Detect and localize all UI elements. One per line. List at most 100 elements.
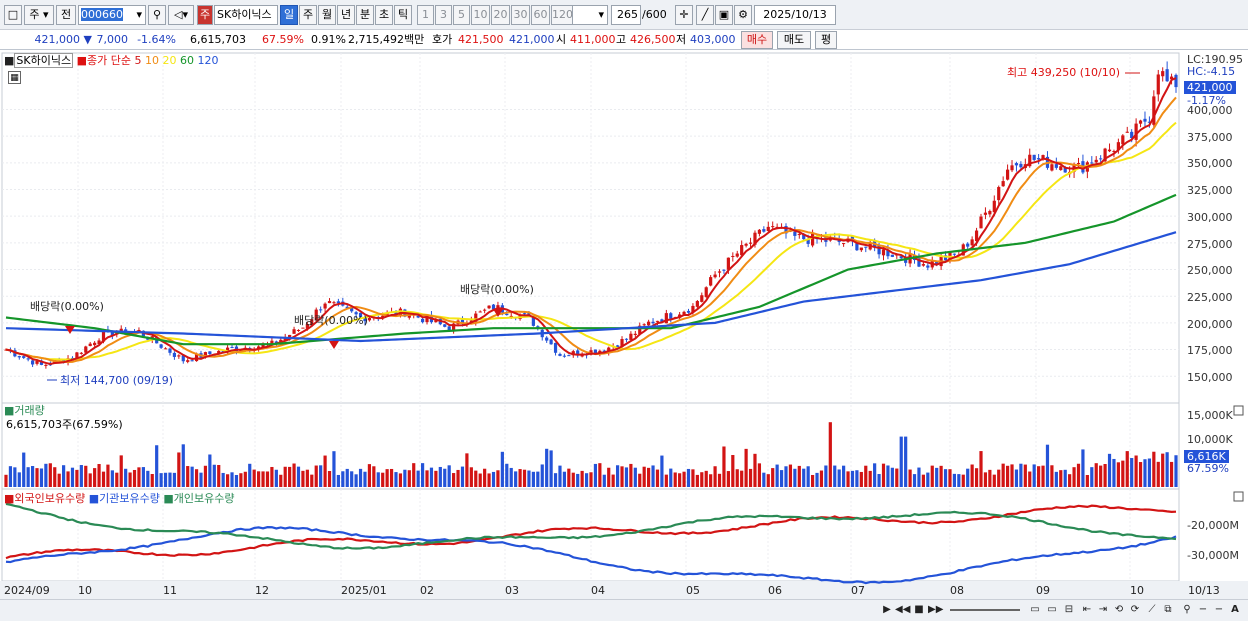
price-candle (203, 352, 208, 358)
rewind-icon[interactable]: ◀◀ (895, 604, 911, 615)
save-icon[interactable]: ▣ (715, 5, 733, 25)
minute-tab-3[interactable]: 3 (435, 5, 452, 25)
minute-dropdown[interactable]: ▾ (572, 5, 608, 25)
copy-icon[interactable]: ⧉ (1164, 604, 1172, 615)
volume-bar (678, 473, 682, 487)
date-input[interactable]: 2025/10/13 (754, 5, 836, 25)
high-annotation: 최고 439,250 (10/10) (1007, 66, 1121, 79)
price-candle (802, 234, 806, 240)
minute-tab-120[interactable]: 120 (551, 5, 573, 25)
zoom-slider[interactable] (950, 609, 1020, 611)
price-candle (890, 254, 894, 257)
font-size-icon[interactable]: A (1231, 604, 1239, 615)
price-candle (177, 355, 181, 357)
volume-bar (744, 448, 748, 487)
crosshair-icon[interactable]: ✛ (675, 5, 693, 25)
stock-name-field[interactable]: SK하이닉스 (214, 5, 278, 25)
fast-forward-icon[interactable]: ▶▶ (928, 604, 944, 615)
volume-bar (487, 473, 491, 487)
price-candle (1152, 96, 1156, 125)
period-tab-4[interactable]: 분 (356, 5, 374, 25)
zoom-in-icon[interactable]: − (1214, 604, 1224, 615)
draw-line-icon[interactable]: ⟋ (1148, 604, 1156, 615)
volume-bar (248, 463, 252, 487)
sell-button[interactable]: 매도 (777, 31, 811, 49)
magnifier-icon[interactable]: ⚲ (1183, 604, 1191, 615)
avg-button[interactable]: 평 (815, 31, 837, 49)
stock-code-input[interactable]: 000660 ▾ (78, 5, 146, 25)
period-tab-1[interactable]: 주 (299, 5, 317, 25)
chart-svg[interactable] (0, 51, 1248, 599)
buy-button[interactable]: 매수 (741, 31, 773, 49)
volume-bar (567, 468, 571, 487)
stop-icon[interactable]: ■ (914, 604, 924, 615)
chart-area[interactable]: ■ SK하이닉스 ■종가 단순 5 10 20 60 120 ▦ 최고 439,2… (0, 51, 1248, 599)
minute-tab-10[interactable]: 10 (471, 5, 490, 25)
period-tab-2[interactable]: 월 (318, 5, 336, 25)
price-candle (460, 319, 465, 324)
redo-icon[interactable]: ⟳ (1130, 604, 1140, 615)
search-icon[interactable]: ⚲ (148, 5, 166, 25)
price-tick: 400,000 (1187, 104, 1233, 117)
count-input[interactable]: 265 (611, 5, 641, 25)
grid-icon[interactable]: ▦ (8, 71, 21, 84)
minute-tab-60[interactable]: 60 (531, 5, 550, 25)
minute-tab-20[interactable]: 20 (491, 5, 510, 25)
institution-holding-line (5, 526, 1177, 585)
prev-button[interactable]: 전 (56, 5, 76, 25)
layout-icon[interactable]: ▭ (1030, 604, 1040, 615)
volume-bar (966, 468, 970, 487)
price-candle (474, 313, 478, 322)
period-tab-5[interactable]: 초 (375, 5, 393, 25)
price-candle (567, 355, 571, 357)
price-candle (1050, 164, 1054, 171)
fit-icon[interactable]: ⇤ (1082, 604, 1092, 615)
minute-tab-1[interactable]: 1 (417, 5, 434, 25)
price-candle (1063, 167, 1067, 173)
stock-code-value: 000660 (81, 8, 123, 21)
price-candle (744, 243, 748, 246)
dividend-label-1: 배당락(0.00%) (30, 300, 104, 313)
window-icon[interactable]: □ (4, 5, 22, 25)
stock-name-tag: SK하이닉스 (14, 53, 74, 68)
scroll-right-icon[interactable]: ▶ (883, 604, 891, 615)
volume-bar (846, 471, 850, 487)
speaker-icon[interactable]: ◁▾ (168, 5, 194, 25)
volume-bar (735, 469, 739, 487)
volume-bar (416, 470, 420, 487)
volume-bar (766, 474, 770, 487)
volume-bar (935, 467, 939, 487)
split-icon[interactable]: ▭ (1047, 604, 1057, 615)
reset-icon[interactable]: ⟲ (1114, 604, 1124, 615)
period-tab-6[interactable]: 틱 (394, 5, 412, 25)
price-candle (571, 351, 575, 356)
date-label: 10 (78, 584, 92, 597)
volume-bar (292, 463, 296, 487)
minute-tab-5[interactable]: 5 (453, 5, 470, 25)
volume-bar (252, 469, 256, 487)
market-select[interactable]: 주 ▾ (24, 5, 54, 25)
volume-bar (824, 465, 828, 487)
zoom-out-icon[interactable]: − (1198, 604, 1208, 615)
gear-icon[interactable]: ⚙ (734, 5, 752, 25)
minute-tab-30[interactable]: 30 (511, 5, 530, 25)
volume-bar (1147, 458, 1152, 487)
compare-icon[interactable]: ⊟ (1064, 604, 1074, 615)
period-tab-3[interactable]: 년 (337, 5, 355, 25)
price-candle (545, 337, 549, 341)
volume-bar (647, 467, 651, 487)
volume-bar (691, 469, 695, 487)
price-candle (447, 326, 451, 332)
price-candle (553, 342, 558, 353)
volume-bar (469, 467, 473, 487)
date-label: 11 (163, 584, 177, 597)
draw-tool-icon[interactable]: ╱ (696, 5, 714, 25)
ma60-line (5, 193, 1177, 346)
expand-icon[interactable]: ⇥ (1098, 604, 1108, 615)
period-tab-0[interactable]: 일 (280, 5, 298, 25)
price-candle (762, 229, 766, 232)
price-candle (531, 315, 535, 326)
price-candle (992, 200, 996, 213)
volume-bar (514, 471, 518, 487)
current-price-value: 421,000 (34, 33, 81, 46)
